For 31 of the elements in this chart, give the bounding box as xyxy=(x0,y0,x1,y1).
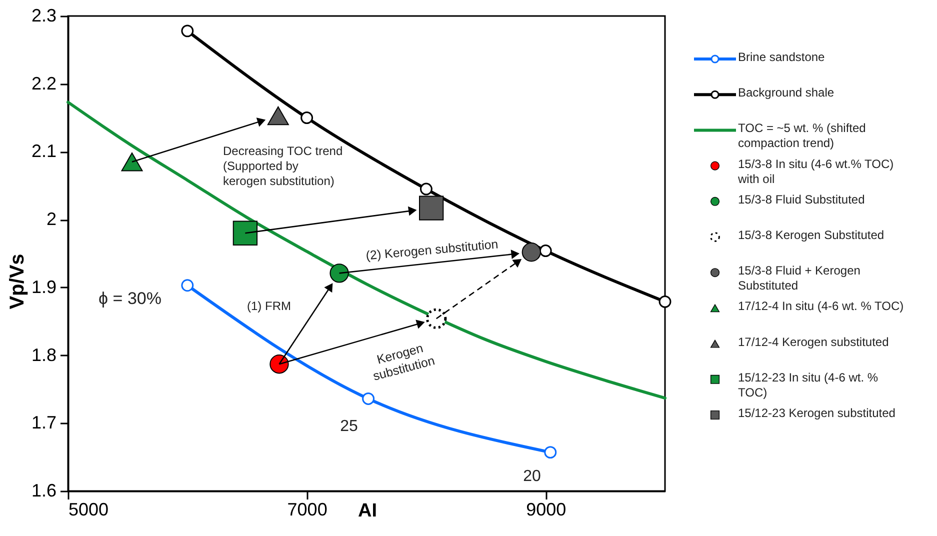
legend-label: 15/3-8 In situ (4-6 wt.% TOC) with oil xyxy=(737,156,894,186)
legend-label: 15/12-23 In situ (4-6 wt. % TOC) xyxy=(738,370,878,400)
y-axis-title: Vp/Vs xyxy=(6,254,28,310)
legend-label: 15/3-8 Fluid Substituted xyxy=(738,192,865,206)
annotation: (2) Kerogen substitution xyxy=(365,237,499,263)
y-tick-label: 1.8 xyxy=(31,344,56,365)
x-axis-title: AI xyxy=(358,500,377,522)
legend-label: 17/12-4 In situ (4-6 wt. % TOC) xyxy=(738,299,904,314)
annotation: ϕ = 30% xyxy=(98,289,162,308)
y-tick-label: 2.2 xyxy=(31,73,56,94)
legend-label: Brine sandstone xyxy=(738,50,826,64)
y-tick-label: 2.1 xyxy=(31,141,56,162)
y-tick-label: 2.3 xyxy=(31,6,56,26)
line-series xyxy=(66,100,666,400)
legend-label: 15/3-8 Fluid + Kerogen Substituted xyxy=(738,264,860,293)
annotation: Decreasing TOC trend (Supported by kerogen substitution) xyxy=(223,144,343,188)
y-tick-label: 1.6 xyxy=(31,480,56,500)
x-tick-label: 5000 xyxy=(68,500,109,520)
y-tick-label: 2 xyxy=(46,209,56,230)
x-tick-label: 9000 xyxy=(526,500,566,520)
x-tick-label: 7000 xyxy=(287,500,328,520)
legend-label: Background shale xyxy=(738,86,834,100)
legend-label: TOC = ~5 wt. % (shifted compaction trend) xyxy=(738,121,866,150)
legend-label: 15/12-23 Kerogen substituted xyxy=(738,406,896,420)
legend-label: 15/3-8 Kerogen Substituted xyxy=(738,228,884,242)
annotation: 25 xyxy=(340,418,358,435)
y-tick-label: 1.7 xyxy=(31,412,56,433)
y-tick-label: 1.9 xyxy=(31,276,56,297)
annotation: 20 xyxy=(523,468,541,485)
annotation: (1) FRM xyxy=(247,299,291,313)
legend-label: 17/12-4 Kerogen substituted xyxy=(738,334,889,349)
